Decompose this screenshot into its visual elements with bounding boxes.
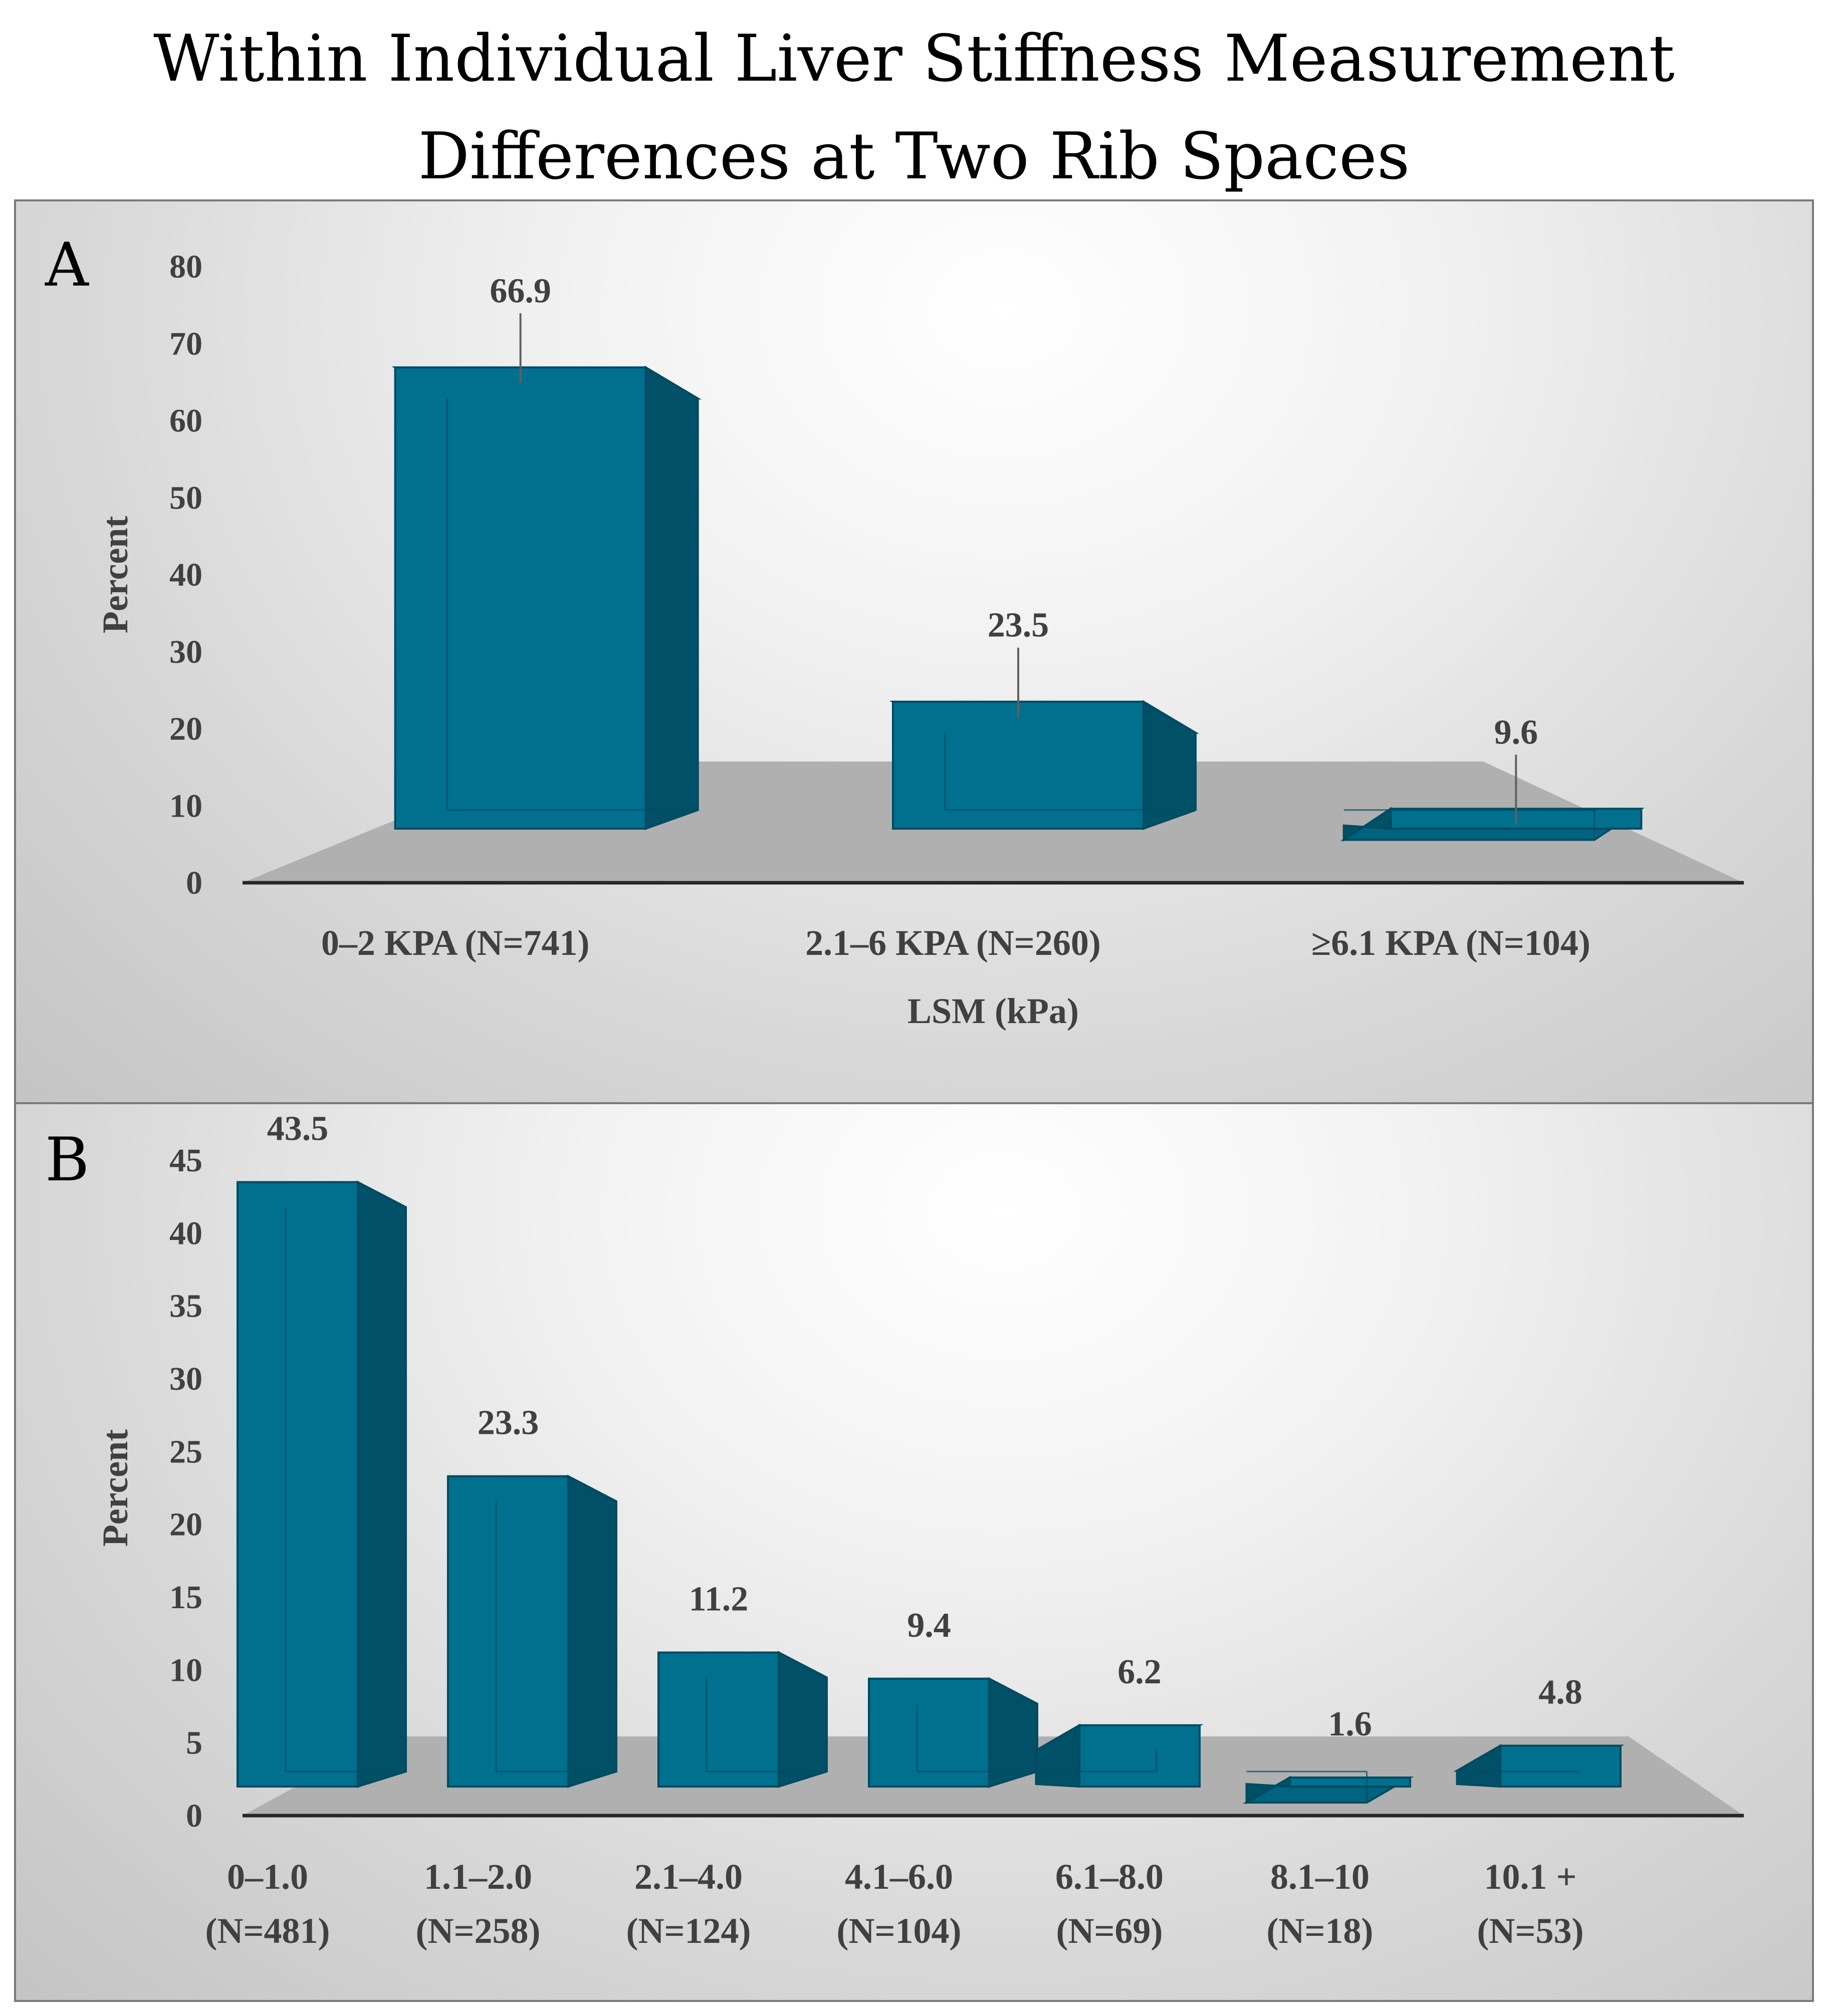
data-label: 9.4 bbox=[907, 1606, 951, 1645]
data-label: 9.6 bbox=[1494, 713, 1538, 751]
bar-5 bbox=[1243, 1771, 1414, 1805]
bar-3 bbox=[868, 1677, 1038, 1788]
bar-side-face bbox=[988, 1677, 1038, 1788]
bar-side-face bbox=[1342, 807, 1392, 842]
category-label: ≥6.1 KPA (N=104) bbox=[1311, 923, 1590, 963]
y-tick-label: 20 bbox=[169, 1506, 202, 1543]
category-label: 6.1–8.0 bbox=[1055, 1857, 1164, 1897]
y-tick-label: 5 bbox=[186, 1725, 202, 1761]
bar-front-face bbox=[237, 1181, 359, 1788]
y-tick-label: 25 bbox=[169, 1433, 202, 1470]
y-axis-title: Percent bbox=[95, 1429, 135, 1547]
y-tick-label: 80 bbox=[169, 248, 202, 285]
bar-side-face bbox=[644, 365, 699, 830]
y-tick-label: 0 bbox=[186, 865, 202, 901]
y-tick-label: 20 bbox=[169, 711, 202, 747]
y-tick-label: 30 bbox=[169, 634, 202, 670]
y-axis-title: Percent bbox=[95, 516, 135, 634]
bar-2 bbox=[1340, 807, 1645, 842]
y-tick-label: 45 bbox=[169, 1142, 202, 1179]
bar-front-face bbox=[1289, 1777, 1411, 1788]
chart-panel-b: B 0 5 10 15 20 25 30 35 40 45 Percent 43.5 0–1.0 (N=48… bbox=[14, 1102, 1814, 2002]
bar-front-face bbox=[447, 1475, 569, 1788]
bar-0 bbox=[391, 365, 702, 830]
bar-front-face bbox=[657, 1651, 780, 1788]
bar-side-face bbox=[1245, 1776, 1291, 1805]
data-label: 4.8 bbox=[1538, 1673, 1582, 1711]
bar-side-face bbox=[778, 1651, 828, 1788]
category-label: 0–1.0 bbox=[227, 1857, 308, 1897]
bar-1 bbox=[889, 700, 1200, 830]
category-label: (N=53) bbox=[1477, 1911, 1584, 1951]
bar-side-face bbox=[567, 1474, 617, 1788]
data-label: 11.2 bbox=[689, 1580, 749, 1618]
chart-b-svg: B 0 5 10 15 20 25 30 35 40 45 Percent 43.5 0–1.0 (N=48… bbox=[45, 1110, 1744, 1951]
y-tick-label: 15 bbox=[169, 1579, 202, 1616]
y-tick-label: 70 bbox=[169, 326, 202, 362]
data-label: 43.5 bbox=[267, 1110, 329, 1148]
y-tick-label: 35 bbox=[169, 1288, 202, 1325]
category-label: 10.1 + bbox=[1484, 1857, 1576, 1897]
category-label: (N=481) bbox=[205, 1911, 330, 1951]
panel-label: B bbox=[45, 1125, 89, 1195]
bar-front-face bbox=[394, 366, 647, 830]
x-axis-title: LSM (kPa) bbox=[907, 991, 1079, 1031]
y-tick-label: 30 bbox=[169, 1361, 202, 1397]
data-label: 23.5 bbox=[988, 606, 1049, 645]
y-tick-label: 50 bbox=[169, 479, 202, 516]
category-label: 4.1–6.0 bbox=[845, 1857, 953, 1897]
title-line-2: Differences at Two Rib Spaces bbox=[418, 119, 1410, 194]
title-line-1: Within Individual Liver Stiffness Measur… bbox=[153, 22, 1675, 96]
category-label: 2.1–6 KPA (N=260) bbox=[805, 923, 1101, 963]
data-label: 6.2 bbox=[1117, 1653, 1162, 1691]
chart-a-svg: A 0 10 20 30 40 50 60 70 80 Percent 66.9 0–2 KPA (N=… bbox=[45, 230, 1744, 1031]
y-tick-label: 10 bbox=[169, 788, 202, 824]
category-label: (N=104) bbox=[837, 1911, 962, 1951]
category-label: (N=69) bbox=[1056, 1911, 1163, 1951]
figure-title: Within Individual Liver Stiffness Measur… bbox=[0, 10, 1828, 205]
data-label: 23.3 bbox=[478, 1404, 539, 1442]
bar-front-face bbox=[892, 700, 1145, 830]
panel-label: A bbox=[45, 230, 89, 300]
category-label: (N=258) bbox=[416, 1911, 541, 1951]
y-tick-label: 10 bbox=[169, 1652, 202, 1688]
bar-side-face bbox=[357, 1180, 407, 1788]
bar-front-face bbox=[1078, 1724, 1201, 1788]
data-label: 1.6 bbox=[1328, 1705, 1372, 1743]
y-tick-label: 0 bbox=[186, 1798, 202, 1834]
y-tick-label: 60 bbox=[169, 403, 202, 439]
bar-1 bbox=[447, 1474, 617, 1788]
data-label: 66.9 bbox=[490, 272, 551, 310]
category-label: 0–2 KPA (N=741) bbox=[321, 923, 590, 963]
category-label: 8.1–10 bbox=[1270, 1857, 1369, 1897]
bar-front-face bbox=[868, 1677, 990, 1788]
category-label: (N=124) bbox=[626, 1911, 751, 1951]
category-label: 2.1–4.0 bbox=[634, 1857, 743, 1897]
bar-6 bbox=[1453, 1744, 1625, 1788]
bar-2 bbox=[657, 1651, 828, 1788]
chart-panel-a: A 0 10 20 30 40 50 60 70 80 Percent 66.9 0–2 KPA (N=… bbox=[14, 199, 1814, 1105]
y-tick-label: 40 bbox=[169, 1215, 202, 1251]
bar-side-face bbox=[1035, 1723, 1080, 1788]
bar-0 bbox=[237, 1180, 407, 1788]
bar-side-face bbox=[1456, 1744, 1501, 1788]
y-tick-label: 40 bbox=[169, 557, 202, 593]
bar-front-face bbox=[1499, 1744, 1622, 1788]
category-label: 1.1–2.0 bbox=[424, 1857, 532, 1897]
category-label: (N=18) bbox=[1267, 1911, 1374, 1951]
bar-4 bbox=[1032, 1723, 1204, 1788]
